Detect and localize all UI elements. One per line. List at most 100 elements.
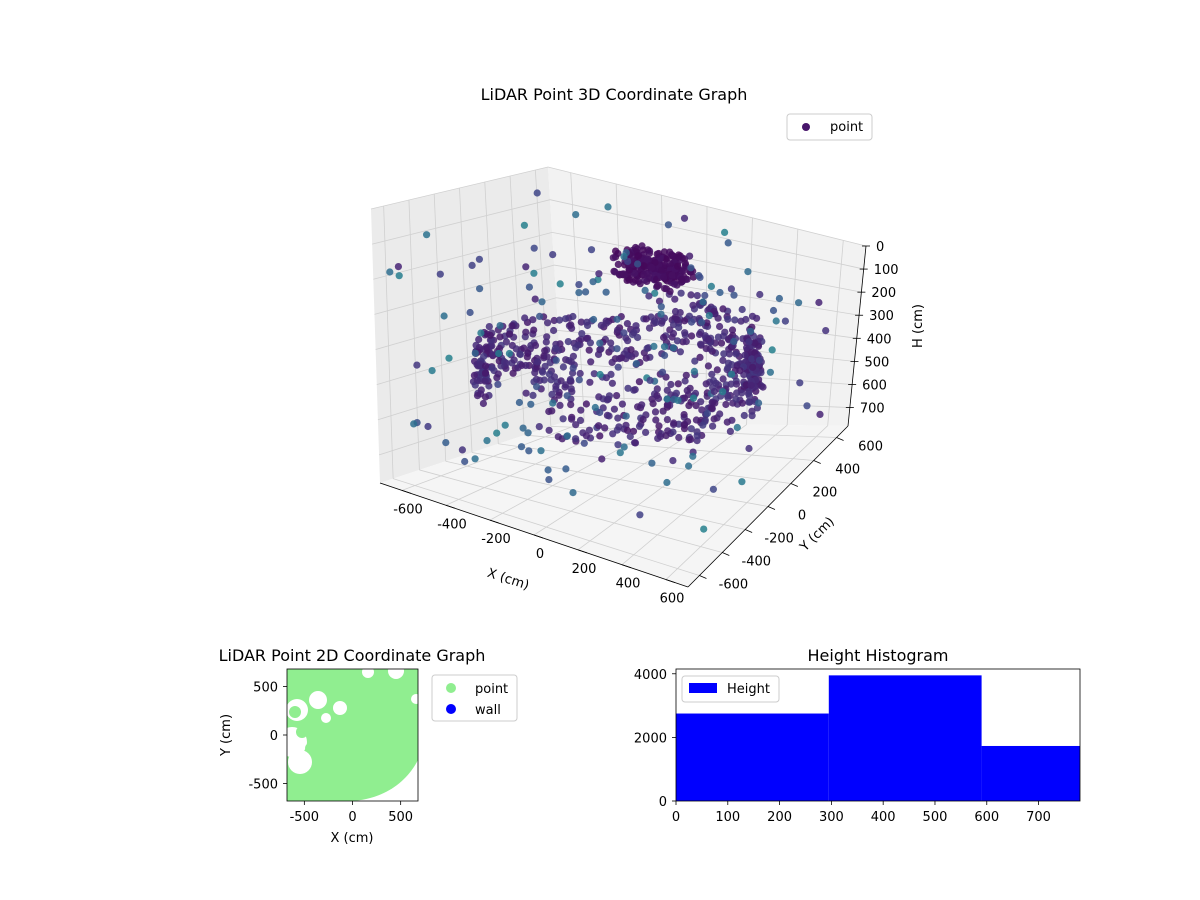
point-3d — [646, 376, 654, 384]
point-3d — [669, 321, 678, 329]
point-3d — [520, 344, 528, 352]
point-3d — [689, 394, 698, 402]
y-tick-label-3d: 0 — [798, 509, 806, 524]
grid-line-x-back — [786, 229, 799, 426]
legend-3d-marker — [802, 123, 810, 131]
point-3d — [623, 426, 632, 434]
point-3d — [508, 322, 516, 330]
point-3d — [697, 340, 705, 348]
point-3d — [631, 439, 640, 447]
point-3d — [533, 358, 542, 366]
grid-line-y — [471, 452, 769, 507]
point-3d — [596, 370, 604, 379]
grid-line-y-left — [459, 187, 473, 453]
point-3d — [662, 432, 670, 440]
point-3d — [674, 380, 682, 388]
histogram-bar — [981, 745, 1080, 801]
z-tick-label-3d: 0 — [876, 240, 884, 255]
point-3d — [687, 318, 696, 326]
point-3d — [559, 363, 568, 371]
point-3d — [642, 315, 650, 323]
point-3d — [660, 273, 668, 281]
gap-2d — [388, 669, 404, 679]
point-3d — [394, 263, 402, 271]
point-3d — [559, 415, 567, 423]
point-3d — [724, 239, 732, 247]
x-tick-label-3d: 600 — [660, 592, 685, 607]
point-3d — [701, 291, 709, 300]
point-3d — [642, 428, 650, 436]
x-tick-label-2d: 500 — [388, 810, 413, 825]
point-3d — [661, 351, 669, 359]
point-3d — [566, 375, 575, 384]
point-3d — [575, 281, 583, 289]
point-3d — [572, 211, 580, 219]
point-3d — [602, 288, 610, 296]
x-tick-label-3d: 200 — [572, 562, 597, 577]
point-3d — [424, 422, 432, 431]
point-3d — [669, 329, 678, 338]
point-3d — [608, 345, 616, 353]
x-tick-label-3d: -600 — [393, 502, 423, 517]
point-3d — [471, 349, 479, 357]
point-3d — [620, 443, 628, 451]
point-3d — [674, 396, 682, 404]
point-3d — [650, 342, 658, 350]
point-3d — [691, 357, 699, 365]
point-3d — [723, 392, 732, 400]
point-3d — [674, 262, 682, 270]
point-3d — [652, 318, 660, 327]
point-3d — [556, 401, 564, 409]
point-3d — [436, 270, 444, 278]
gap-2d — [362, 669, 374, 678]
point-3d — [523, 353, 531, 361]
point-3d — [502, 359, 510, 367]
z-tick-label-3d: 100 — [874, 263, 899, 278]
point-3d — [569, 364, 577, 372]
point-3d — [747, 327, 755, 335]
x-tick-label-2d: -500 — [290, 810, 320, 825]
grid-line-y-left — [484, 181, 499, 444]
point-3d — [745, 338, 753, 346]
point-3d — [386, 268, 394, 276]
y-tick-label-histogram: 4000 — [634, 668, 667, 683]
point-3d — [620, 253, 628, 261]
point-3d — [607, 370, 615, 378]
gap-2d — [288, 750, 312, 774]
point-3d — [720, 350, 728, 358]
point-3d — [679, 267, 688, 275]
point-3d — [768, 346, 776, 354]
point-3d — [747, 381, 755, 389]
legend-2d-label-wall: wall — [475, 703, 501, 718]
grid-line-y-left — [534, 169, 552, 427]
point-3d — [680, 411, 688, 419]
grid-line-y-left — [433, 193, 447, 462]
point-3d — [577, 318, 585, 326]
chart-3d-title: LiDAR Point 3D Coordinate Graph — [481, 85, 748, 104]
points-2d-cluster — [296, 726, 308, 738]
point-3d — [530, 244, 538, 252]
point-3d — [533, 189, 541, 197]
point-3d — [685, 436, 693, 444]
point-3d — [721, 228, 729, 236]
y-tick-label-3d: -600 — [719, 578, 749, 593]
point-3d — [595, 422, 603, 430]
point-3d — [495, 349, 503, 358]
point-3d — [689, 301, 697, 309]
point-3d — [700, 525, 708, 533]
point-3d — [695, 330, 704, 338]
grid-line-y — [393, 478, 700, 576]
point-3d — [561, 383, 569, 391]
point-3d — [660, 333, 668, 342]
point-3d — [724, 315, 732, 323]
point-3d — [744, 268, 752, 276]
point-3d — [741, 351, 749, 359]
point-3d — [545, 426, 553, 434]
point-3d — [719, 375, 727, 383]
chart-histogram: Height Histogram 0 100 200 300 400 500 600 700 4… — [634, 646, 1081, 825]
point-3d — [707, 282, 716, 290]
point-3d — [620, 329, 628, 337]
point-3d — [635, 378, 644, 386]
point-3d — [575, 376, 583, 384]
point-3d — [710, 307, 718, 315]
